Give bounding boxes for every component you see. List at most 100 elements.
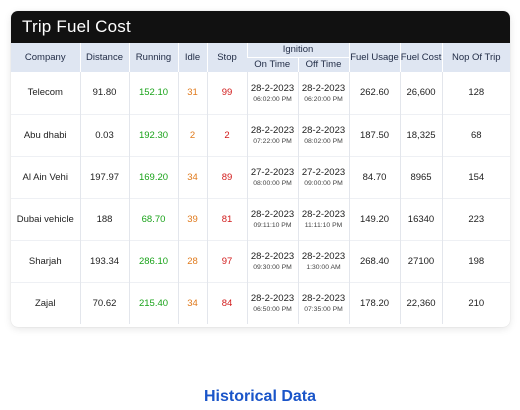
column-header-stop: Stop: [206, 43, 247, 72]
cell-ignition-off-time: 1:30:00 AM: [306, 264, 341, 271]
cell-ignition-off: 27-2-2023 09:00:00 PM: [297, 156, 350, 198]
cell-fuel-cost: 18,325: [399, 114, 443, 156]
cell-fuel-cost: 8965: [399, 156, 443, 198]
cell-ignition-off-time: 11:11:10 PM: [304, 222, 343, 229]
cell-fuel-usage: 149.20: [348, 198, 401, 240]
column-header-fuel-usage: Fuel Usage: [348, 43, 401, 72]
cell-running: 215.40: [128, 282, 178, 324]
cell-nop-of-trip: 68: [441, 114, 510, 156]
cell-ignition-on: 28-2-2023 06:50:00 PM: [246, 282, 298, 324]
cell-ignition-on-date: 28-2-2023: [250, 125, 295, 136]
card-title: Trip Fuel Cost: [11, 11, 510, 43]
cell-stop: 99: [206, 72, 247, 114]
column-header-company: Company: [11, 43, 80, 72]
cell-fuel-usage: 187.50: [348, 114, 401, 156]
cell-nop-of-trip: 198: [441, 240, 510, 282]
cell-nop-of-trip: 223: [441, 198, 510, 240]
cell-ignition-off-date: 28-2-2023: [301, 293, 346, 305]
cell-idle: 34: [177, 282, 207, 324]
cell-distance: 70.62: [79, 282, 129, 324]
cell-ignition-off-date: 28-2-2023: [301, 209, 346, 220]
cell-nop-of-trip: 210: [441, 282, 510, 324]
cell-ignition-off-date: 28-2-2023: [301, 251, 346, 262]
column-header-off-time: Off Time: [297, 56, 350, 72]
cell-ignition-off: 28-2-2023 06:20:00 PM: [297, 72, 350, 114]
cell-running: 68.70: [128, 198, 178, 240]
cell-stop: 89: [206, 156, 247, 198]
cell-company: Dubai vehicle: [16, 213, 74, 225]
cell-ignition-on-date: 28-2-2023: [250, 251, 295, 262]
cell-running: 192.30: [128, 114, 178, 156]
cell-running: 169.20: [128, 156, 178, 198]
cell-running: 152.10: [128, 72, 178, 114]
cell-ignition-off-date: 28-2-2023: [301, 82, 346, 94]
cell-ignition-off-date: 28-2-2023: [301, 125, 346, 136]
cell-ignition-on-time: 08:00:00 PM: [253, 180, 292, 187]
cell-ignition-on-time: 09:11:10 PM: [253, 222, 292, 229]
cell-ignition-on-time: 06:02:00 PM: [253, 95, 292, 103]
cell-ignition-off-date: 27-2-2023: [301, 167, 346, 178]
column-header-running: Running: [128, 43, 178, 72]
cell-stop: 81: [206, 198, 247, 240]
trip-fuel-table: Company Distance Running Idle Stop Ignit…: [11, 43, 510, 324]
cell-ignition-off: 28-2-2023 11:11:10 PM: [297, 198, 350, 240]
cell-distance: 197.97: [79, 156, 129, 198]
cell-ignition-on: 28-2-2023 06:02:00 PM: [246, 72, 298, 114]
cell-distance: 0.03: [79, 114, 129, 156]
cell-fuel-usage: 178.20: [348, 282, 401, 324]
cell-ignition-on-date: 28-2-2023: [250, 82, 295, 94]
cell-ignition-on-time: 07:22:00 PM: [253, 138, 292, 145]
cell-ignition-on-time: 06:50:00 PM: [253, 306, 292, 314]
table-row: Dubai vehicle 188 68.70 39 81 28-2-2023 09:11:…: [11, 198, 510, 240]
cell-ignition-on: 27-2-2023 08:00:00 PM: [246, 156, 298, 198]
cell-company: Abu dhabi: [23, 129, 67, 141]
column-header-idle: Idle: [177, 43, 207, 72]
table-row: Al Ain Vehi 197.97 169.20 34 89 27-2-2023 08:0…: [11, 156, 510, 198]
column-header-ignition: Ignition: [246, 43, 350, 57]
cell-ignition-off: 28-2-2023 08:02:00 PM: [297, 114, 350, 156]
table-row: Sharjah 193.34 286.10 28 97 28-2-2023 09:30:00…: [11, 240, 510, 282]
cell-stop: 97: [206, 240, 247, 282]
cell-company: Telecom: [27, 87, 63, 99]
trip-fuel-cost-card: Trip Fuel Cost Company Distance Running …: [11, 11, 510, 327]
cell-nop-of-trip: 128: [441, 72, 510, 114]
cell-idle: 31: [177, 72, 207, 114]
table-row: Zajal 70.62 215.40 34 84 28-2-2023 06:50:00 PM…: [11, 282, 510, 324]
cell-ignition-on: 28-2-2023 09:30:00 PM: [246, 240, 298, 282]
cell-distance: 188: [79, 198, 129, 240]
cell-ignition-on-date: 28-2-2023: [250, 209, 295, 220]
cell-stop: 84: [206, 282, 247, 324]
cell-ignition-on: 28-2-2023 07:22:00 PM: [246, 114, 298, 156]
cell-running: 286.10: [128, 240, 178, 282]
cell-idle: 28: [177, 240, 207, 282]
cell-idle: 39: [177, 198, 207, 240]
cell-company: Zajal: [34, 297, 56, 309]
column-header-nop-of-trip: Nop Of Trip: [441, 43, 510, 72]
cell-idle: 34: [177, 156, 207, 198]
cell-ignition-off: 28-2-2023 1:30:00 AM: [297, 240, 350, 282]
cell-fuel-usage: 262.60: [348, 72, 401, 114]
table-row: Telecom 91.80 152.10 31 99 28-2-2023 06:02:00 …: [11, 72, 510, 114]
cell-distance: 193.34: [79, 240, 129, 282]
cell-ignition-on-date: 27-2-2023: [250, 167, 295, 178]
cell-ignition-off-time: 08:02:00 PM: [304, 138, 343, 145]
cell-stop: 2: [206, 114, 247, 156]
cell-ignition-on-date: 28-2-2023: [250, 293, 295, 305]
historical-data-label: Historical Data: [203, 388, 317, 405]
cell-fuel-usage: 268.40: [348, 240, 401, 282]
cell-nop-of-trip: 154: [441, 156, 510, 198]
cell-ignition-off: 28-2-2023 07:35:00 PM: [297, 282, 350, 324]
column-header-on-time: On Time: [247, 56, 298, 72]
cell-ignition-on-time: 09:30:00 PM: [253, 264, 292, 271]
cell-fuel-cost: 16340: [399, 198, 443, 240]
cell-company: Al Ain Vehi: [22, 171, 68, 183]
cell-company: Sharjah: [28, 255, 62, 267]
cell-fuel-cost: 26,600: [399, 72, 443, 114]
cell-distance: 91.80: [79, 72, 129, 114]
cell-ignition-off-time: 07:35:00 PM: [304, 306, 343, 314]
table-row: Abu dhabi 0.03 192.30 2 2 28-2-2023 07:22:00 P…: [11, 114, 510, 156]
cell-fuel-cost: 22,360: [399, 282, 443, 324]
cell-ignition-off-time: 06:20:00 PM: [304, 95, 343, 103]
cell-fuel-usage: 84.70: [348, 156, 401, 198]
cell-ignition-off-time: 09:00:00 PM: [304, 180, 343, 187]
